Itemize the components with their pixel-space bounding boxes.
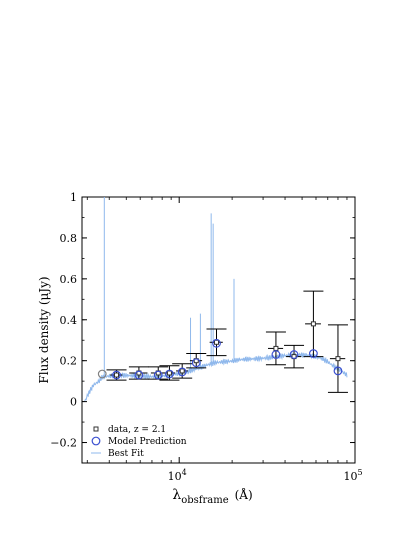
model-point — [309, 349, 318, 358]
y-tick-label: 1 — [70, 191, 77, 204]
y-tick-label: 0.2 — [60, 355, 78, 368]
y-tick-label: 0.8 — [60, 232, 78, 245]
x-tick-base: 10 — [168, 470, 182, 483]
best-fit-spectrum — [84, 351, 348, 402]
legend: data, z = 2.1 Model Prediction Best Fit — [91, 425, 187, 459]
y-tick-label: −0.2 — [50, 437, 77, 450]
x-tick-exponent: 4 — [182, 468, 187, 477]
data-point — [179, 368, 185, 374]
data-point — [166, 370, 172, 376]
x-tick-label: 105 — [343, 468, 362, 483]
model-point — [177, 367, 187, 377]
x-tick-label: 104 — [168, 468, 187, 483]
data-point-layer — [114, 321, 341, 378]
best-fit-layer — [84, 197, 348, 402]
x-axis-label-subscript: obsframe — [181, 495, 228, 506]
data-point — [213, 339, 219, 345]
legend-label: data, z = 2.1 — [108, 425, 166, 435]
data-point — [310, 321, 316, 327]
model-point — [112, 370, 121, 380]
x-axis-label-base: λ — [172, 487, 181, 503]
y-tick-label: 0.6 — [60, 273, 78, 286]
x-tick-exponent: 5 — [357, 468, 362, 477]
data-point — [114, 372, 120, 378]
y-tick-label: 0.4 — [60, 314, 78, 327]
legend-label: Best Fit — [108, 449, 144, 459]
model-point-layer — [97, 338, 343, 380]
y-axis-label: Flux density (μJy) — [37, 276, 51, 383]
x-axis-label-unit: (Å) — [235, 487, 253, 502]
data-point — [335, 356, 341, 362]
model-point — [212, 338, 221, 348]
legend-square-icon — [93, 426, 99, 432]
model-point — [97, 369, 107, 379]
x-axis-label: λobsframe (Å) — [172, 487, 252, 506]
model-point — [153, 370, 163, 380]
x-tick-base: 10 — [343, 470, 357, 483]
model-point — [271, 350, 281, 359]
model-point — [191, 358, 201, 368]
legend-circle-icon — [91, 436, 101, 446]
model-point — [165, 369, 174, 379]
model-point — [134, 370, 144, 380]
data-point — [273, 345, 279, 351]
y-tick-label: 0 — [70, 396, 77, 409]
model-point — [289, 350, 299, 359]
plot-frame — [81, 196, 356, 464]
model-point — [333, 366, 343, 376]
legend-label: Model Prediction — [108, 437, 187, 447]
